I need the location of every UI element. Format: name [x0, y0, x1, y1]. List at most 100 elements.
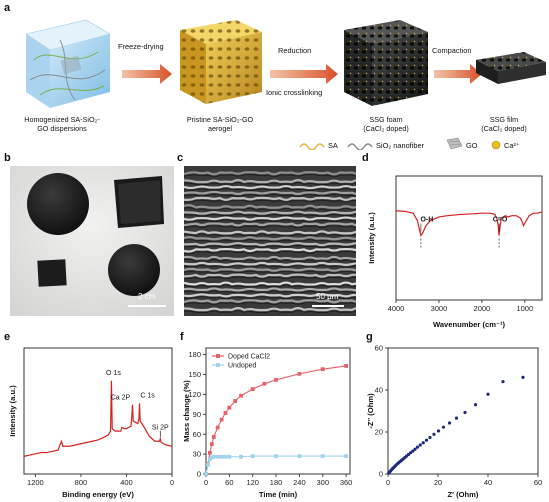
dispersion-cube — [25, 19, 111, 108]
sem-layer-shadow — [184, 193, 356, 197]
y-tick-label: 60 — [375, 344, 383, 353]
arrow-compaction — [434, 64, 482, 84]
sem-layer-shadow — [184, 296, 356, 300]
x-axis-label: Time (min) — [259, 490, 298, 499]
sem-layer — [184, 230, 356, 235]
sem-layer-shadow — [184, 264, 356, 268]
panel-label-c: c — [177, 152, 184, 164]
y-tick-label: 60 — [193, 430, 201, 439]
sem-layer — [184, 267, 356, 272]
sem-layer — [184, 299, 356, 304]
plot-frame — [395, 175, 543, 301]
series-line-1 — [205, 455, 347, 475]
legend-label-sio2: SiO₂ nanofiber — [376, 141, 425, 150]
sem-layer-shadow — [184, 284, 356, 288]
y-tick-label: 0 — [379, 470, 383, 479]
data-point — [421, 441, 425, 445]
film-square-sample — [37, 259, 67, 287]
data-point — [297, 454, 302, 458]
stage-caption-aerogel: Pristine SA-SiO₂-GO aerogel — [186, 115, 254, 133]
y-axis-label: Mass change (%) — [182, 380, 191, 442]
data-point — [227, 405, 232, 410]
arrow-label-freeze-drying: Freeze-drying — [118, 42, 164, 51]
x-tick-label: 120 — [246, 478, 259, 487]
data-point — [211, 454, 216, 459]
legend-label: Undoped — [228, 363, 257, 370]
panel-c-sem — [184, 166, 356, 316]
data-point — [219, 454, 224, 459]
sem-layer — [184, 273, 356, 278]
sem-layer-shadow — [184, 188, 356, 191]
x-axis-label: Wavenumber (cm⁻¹) — [433, 320, 506, 329]
x-tick-label: 180 — [270, 478, 283, 487]
x-tick-label: 60 — [534, 478, 542, 487]
data-point — [274, 454, 278, 458]
data-point — [227, 454, 232, 459]
sem-layer-shadow — [184, 290, 356, 294]
peak-label: O-H — [420, 217, 433, 224]
panel-label-d: d — [362, 152, 369, 164]
sem-layer — [184, 287, 356, 292]
sem-layer — [184, 255, 356, 261]
sem-layer-shadow — [184, 251, 356, 255]
legend-swatch-marker — [216, 363, 220, 367]
peak-label: C 1s — [140, 392, 155, 399]
ftir-chart: 4000 3000 2000 1000 Wavenumber (cm⁻¹) Intensi… — [367, 175, 543, 329]
sem-layer-shadow — [184, 258, 356, 262]
y-tick-label: 20 — [375, 428, 383, 437]
sem-layer — [184, 171, 356, 176]
y-tick-label: 180 — [188, 350, 201, 359]
sem-layer — [184, 222, 356, 227]
x-tick-label: 0 — [170, 478, 174, 487]
sem-layer-shadow — [184, 182, 356, 185]
x-tick-label: 20 — [434, 478, 442, 487]
y-axis-label: -Z'' (Ohm) — [366, 393, 375, 429]
ssg-film-slab — [476, 52, 546, 84]
y-tick-label: 150 — [188, 370, 201, 379]
sem-layer-shadow — [184, 174, 356, 178]
data-point — [413, 447, 417, 451]
data-point — [239, 393, 243, 398]
data-point — [320, 367, 325, 372]
y-axis-label: Intensity (a.u.) — [367, 212, 376, 264]
data-point — [411, 449, 415, 453]
peak-label: Si 2P — [152, 425, 169, 432]
sem-layer — [184, 179, 356, 184]
calcium-legend-icon — [491, 140, 501, 150]
x-tick-label: 1000 — [516, 304, 533, 313]
impedance-chart: 0 20 40 60 0 20 40 60 Z' (Ohm) -Z'' (Ohm) — [366, 344, 542, 499]
sem-layer — [184, 210, 356, 215]
data-point — [274, 377, 278, 382]
data-point — [262, 381, 267, 386]
panel-label-e: e — [4, 331, 11, 343]
sem-layer-shadow — [184, 239, 356, 243]
x-tick-label: 400 — [120, 478, 133, 487]
arrow-reduction — [270, 64, 338, 84]
data-point — [209, 455, 214, 460]
legend-label: Doped CaCl2 — [228, 354, 270, 361]
data-point — [207, 450, 212, 455]
panel-label-b: b — [4, 152, 11, 164]
data-point — [441, 425, 446, 429]
plot-frame — [205, 347, 351, 475]
sem-layer — [184, 204, 356, 209]
sem-layer — [184, 242, 356, 247]
sem-layer — [184, 261, 356, 266]
data-point — [432, 432, 436, 436]
x-tick-label: 0 — [386, 478, 390, 487]
sem-layer-shadow — [184, 233, 356, 237]
sem-layer-shadow — [184, 225, 356, 229]
legend-label-go: GO — [466, 141, 478, 150]
data-point — [204, 472, 208, 476]
panel-label-a: a — [4, 2, 11, 14]
series-line-0 — [395, 210, 543, 237]
peak-label: O 1s — [106, 370, 121, 377]
data-point — [501, 380, 505, 384]
sem-layer — [184, 184, 356, 190]
ssg-foam-cube — [344, 20, 428, 106]
scale-bar-label-c: 50 μm — [316, 292, 339, 301]
legend-label-calcium: Ca²⁺ — [504, 141, 520, 150]
sem-layer-shadow — [184, 310, 356, 313]
x-tick-label: 360 — [340, 478, 353, 487]
stage-caption-dispersion: Homogenized SA-SiO₂- GO dispersions — [24, 115, 100, 133]
